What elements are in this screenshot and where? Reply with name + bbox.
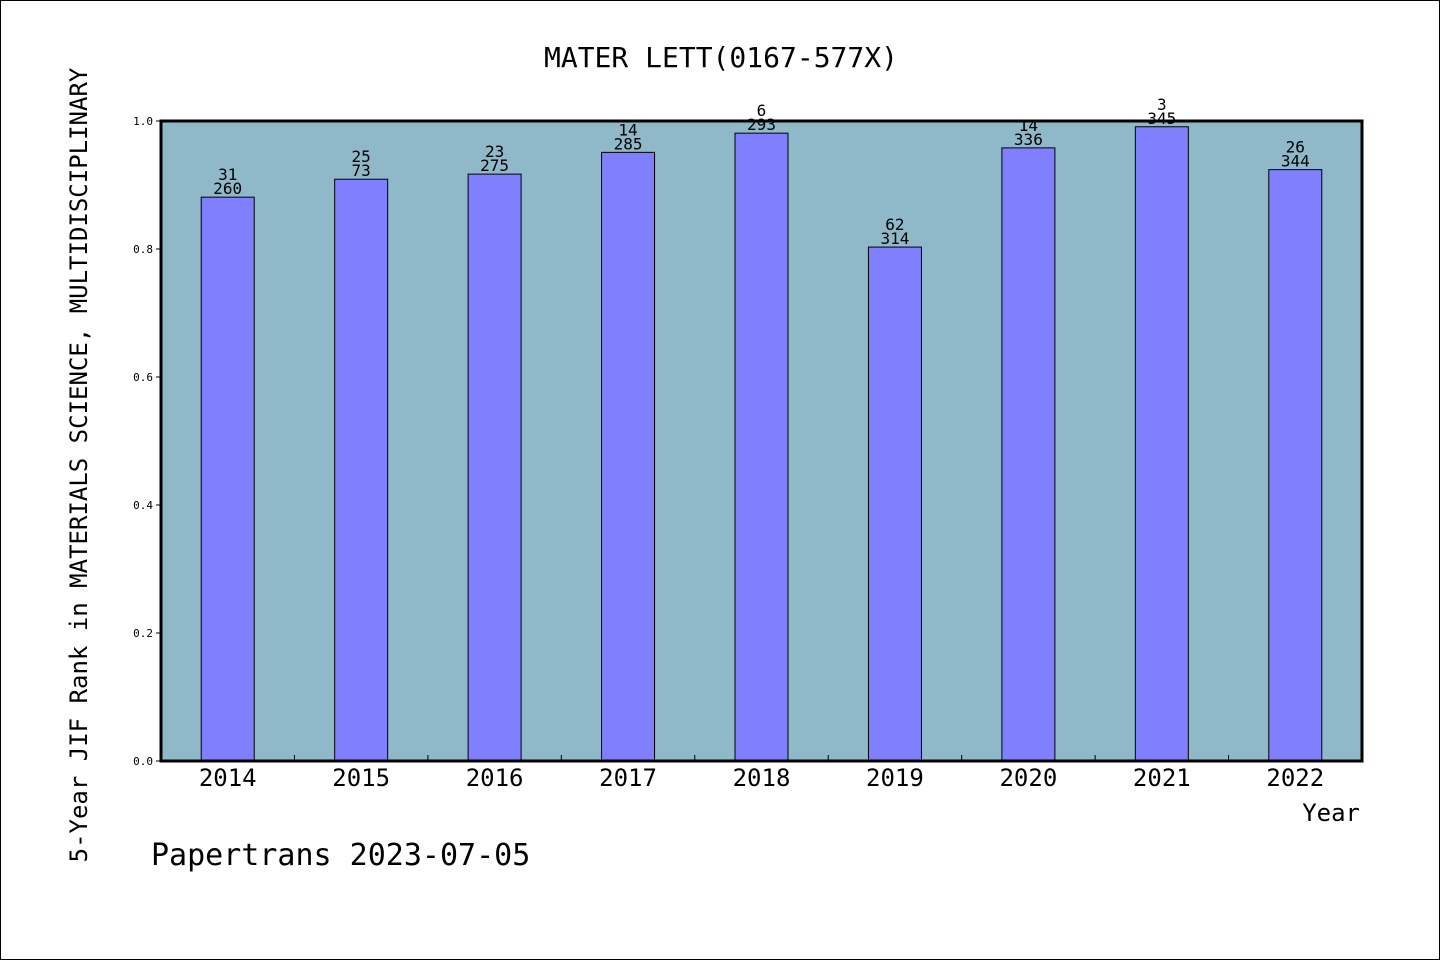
x-tick-label: 2021 xyxy=(1133,764,1191,792)
bar-2018 xyxy=(734,132,789,762)
bar-rank-label: 3 xyxy=(1157,95,1167,114)
bar-total-label: 336 xyxy=(1014,130,1043,149)
bar-total-label: 344 xyxy=(1281,152,1310,171)
bar-rank-label: 25 xyxy=(352,147,371,166)
bar-rank-label: 14 xyxy=(618,120,637,139)
x-axis-label: Year xyxy=(1302,799,1360,827)
bars-group xyxy=(200,126,1323,762)
bar-rank-label: 23 xyxy=(485,142,504,161)
x-tick-label: 2017 xyxy=(599,764,657,792)
x-tick-label: 2018 xyxy=(733,764,791,792)
bar-total-label: 260 xyxy=(213,179,242,198)
y-tick-label: 0.2 xyxy=(133,627,153,640)
bar-total-label: 314 xyxy=(880,229,909,248)
y-axis-label: 5-Year JIF Rank in MATERIALS SCIENCE, MU… xyxy=(65,67,93,862)
bar-2021 xyxy=(1134,126,1189,762)
bar-total-label: 275 xyxy=(480,156,509,175)
x-tick-label: 2016 xyxy=(466,764,524,792)
x-tick-label: 2014 xyxy=(199,764,257,792)
y-axis: 0.0 0.2 0.4 0.6 0.8 1.0 xyxy=(133,115,161,768)
y-tick-label: 0.6 xyxy=(133,371,153,384)
bar-rank-label: 31 xyxy=(218,165,237,184)
bar-2016 xyxy=(467,173,522,762)
watermark-text: Papertrans 2023-07-05 xyxy=(151,838,530,873)
y-tick-label: 0.0 xyxy=(133,755,153,768)
x-tick-label: 2020 xyxy=(999,764,1057,792)
y-tick-label: 0.8 xyxy=(133,243,153,256)
bar-2020 xyxy=(1001,147,1056,762)
y-tick-label: 1.0 xyxy=(133,115,153,128)
bar-total-label: 73 xyxy=(352,161,371,180)
bar-2014 xyxy=(200,196,255,762)
chart-title: MATER LETT(0167-577X) xyxy=(544,41,898,74)
bar-2015 xyxy=(334,178,389,762)
bar-rank-label: 62 xyxy=(885,215,904,234)
bar-2017 xyxy=(601,151,656,762)
x-axis: 2014 2015 2016 2017 2018 2019 2020 2021 2022 xyxy=(199,755,1324,792)
y-tick-label: 0.4 xyxy=(133,499,153,512)
x-tick-label: 2015 xyxy=(332,764,390,792)
x-tick-label: 2022 xyxy=(1266,764,1324,792)
bar-2022 xyxy=(1268,169,1323,762)
bar-total-label: 345 xyxy=(1147,109,1176,128)
bar-rank-label: 6 xyxy=(757,101,767,120)
plot-border xyxy=(159,119,1364,763)
bar-2019 xyxy=(867,246,922,762)
bar-total-label: 285 xyxy=(614,134,643,153)
x-tick-label: 2019 xyxy=(866,764,924,792)
bar-rank-label: 14 xyxy=(1019,116,1038,135)
bar-rank-label: 26 xyxy=(1286,138,1305,157)
